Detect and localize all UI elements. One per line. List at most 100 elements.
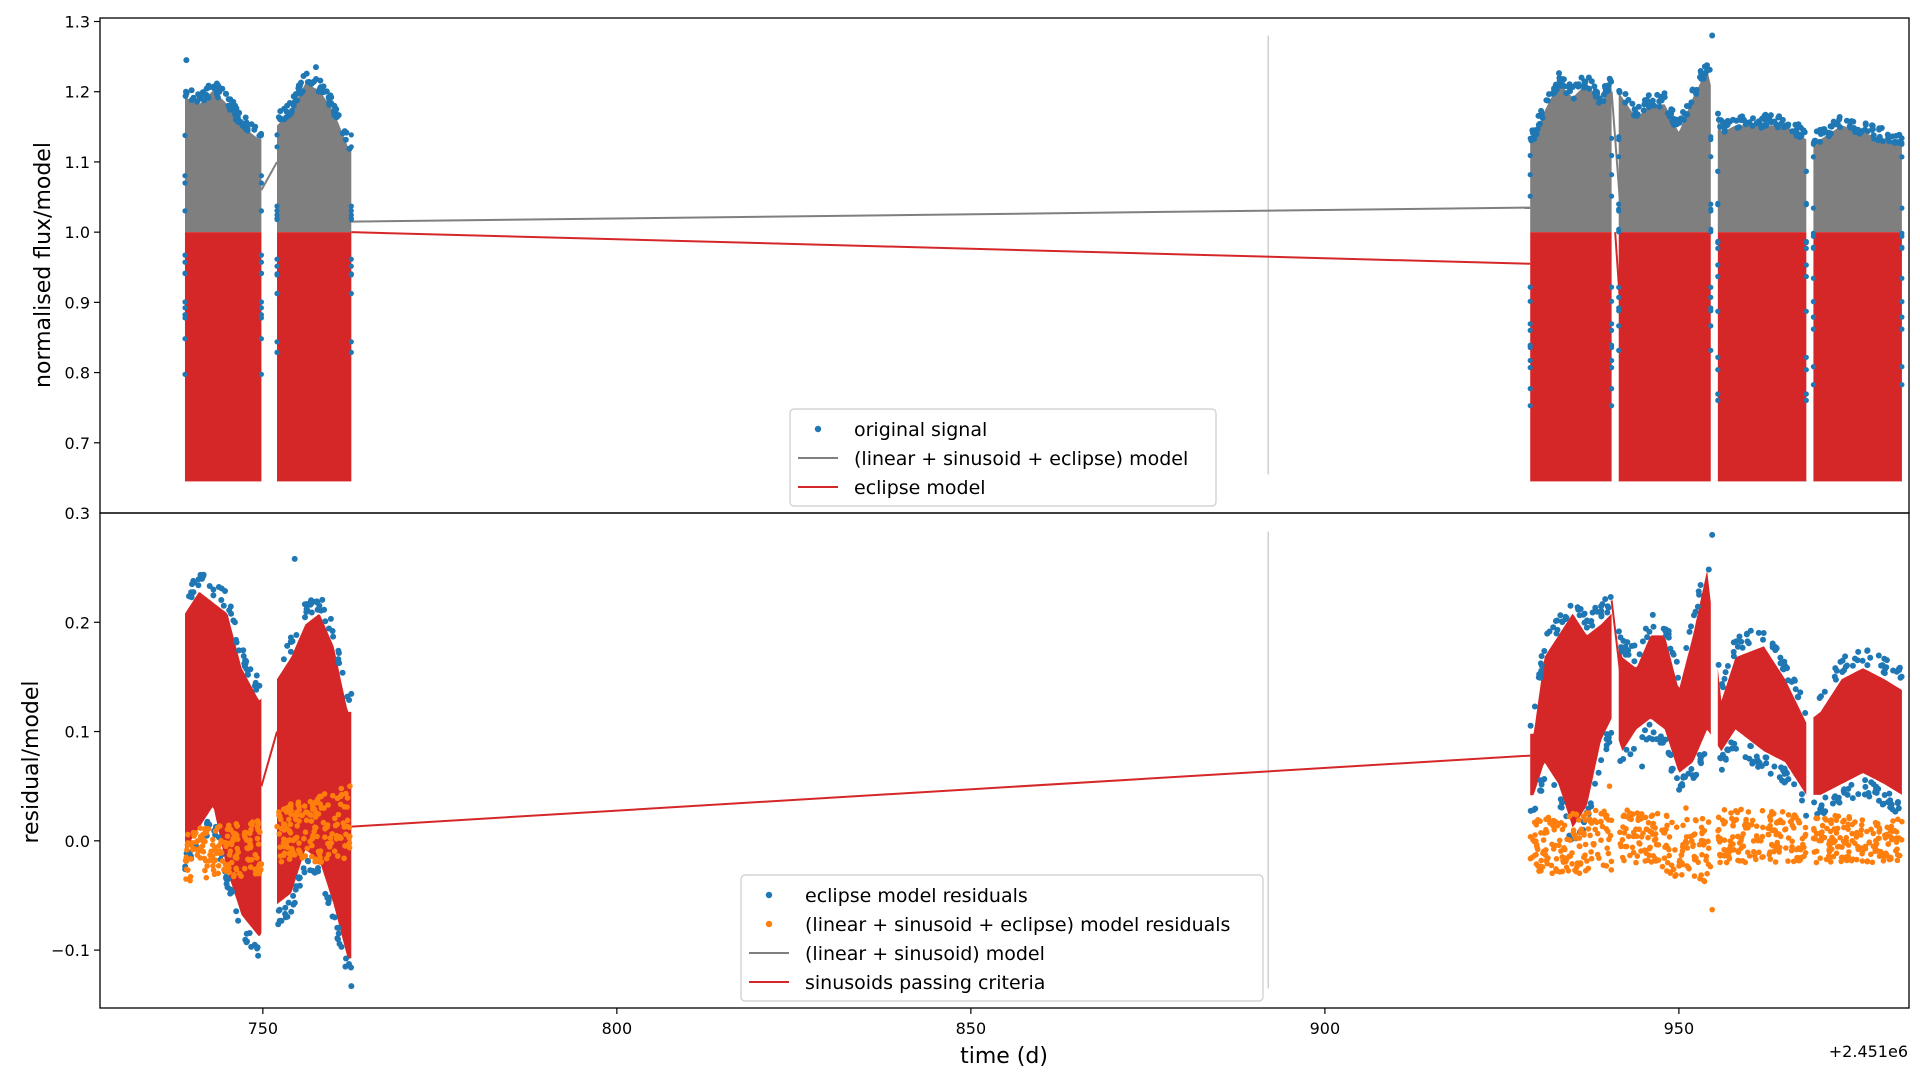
top-signal-point <box>1600 98 1607 105</box>
top-signal-point <box>1871 135 1878 142</box>
bottom-residual-point <box>1760 636 1766 643</box>
top-legend-label: eclipse model <box>854 477 986 499</box>
bottom-orange-point <box>1664 859 1671 866</box>
bottom-residual-point <box>1777 660 1784 667</box>
bottom-residual-point <box>1603 731 1610 738</box>
bottom-orange-point <box>301 835 307 842</box>
bottom-orange-point <box>1596 855 1602 861</box>
bottom-orange-point <box>314 857 321 864</box>
top-signal-point <box>1689 86 1696 93</box>
top-signal-point <box>1715 397 1721 403</box>
bottom-orange-point <box>1729 815 1735 822</box>
bottom-orange-point <box>1619 854 1626 861</box>
bottom-legend-label: (linear + sinusoid + eclipse) model resi… <box>805 914 1230 936</box>
bottom-orange-point <box>1866 839 1873 845</box>
bottom-orange-point <box>1735 849 1742 855</box>
bottom-orange-point <box>1527 834 1534 840</box>
top-signal-point <box>1708 294 1714 300</box>
top-signal-point <box>242 114 249 121</box>
top-signal-point <box>1661 90 1668 97</box>
top-signal-point <box>1708 201 1714 207</box>
top-signal-point <box>258 305 264 311</box>
bottom-orange-point <box>1849 830 1855 837</box>
bottom-orange-point <box>276 831 283 837</box>
bottom-orange-point <box>1608 817 1615 824</box>
top-signal-point <box>274 290 280 297</box>
bottom-full-model-residual-points <box>182 783 1905 913</box>
bottom-residual-point <box>293 632 300 638</box>
bottom-orange-point <box>1852 819 1858 825</box>
bottom-orange-point <box>1775 831 1782 837</box>
bottom-residual-point <box>1882 665 1889 672</box>
top-signal-point <box>334 113 341 120</box>
bottom-orange-point <box>1882 835 1889 841</box>
bottom-residual-point <box>1799 797 1805 804</box>
bottom-orange-point <box>1549 841 1555 848</box>
top-signal-point <box>182 173 188 179</box>
bottom-residual-point <box>1604 609 1611 616</box>
bottom-orange-point <box>332 822 339 829</box>
top-plot-area <box>182 32 1905 482</box>
bottom-sinusoid-band-0 <box>185 592 262 936</box>
bottom-orange-point <box>1679 872 1685 878</box>
top-signal-point <box>1586 85 1593 92</box>
bottom-sinusoid-band-2 <box>1530 613 1612 828</box>
bottom-residual-point <box>1709 531 1716 538</box>
top-signal-point <box>1616 284 1622 290</box>
bottom-residual-point <box>1849 662 1856 669</box>
top-signal-point <box>328 94 335 101</box>
bottom-orange-point <box>1587 832 1593 839</box>
bottom-residual-point <box>288 908 295 915</box>
top-signal-point <box>274 212 280 218</box>
bottom-residual-point <box>206 583 213 589</box>
bottom-residual-point <box>287 648 294 655</box>
top-signal-point <box>1869 122 1875 129</box>
top-signal-point <box>1609 327 1615 333</box>
bottom-orange-point <box>1608 858 1615 865</box>
top-signal-point <box>1715 273 1721 280</box>
bottom-x-axis: 750 800 850 900 950 <box>248 1008 1695 1038</box>
bottom-orange-point <box>1672 847 1678 853</box>
top-panel: 0.7 0.8 0.9 1.0 1.1 1.2 1.3 0.3 normalised flux… <box>31 13 1910 523</box>
bottom-orange-point <box>341 804 348 810</box>
top-signal-point <box>182 336 188 342</box>
top-signal-point <box>1715 116 1722 123</box>
bottom-residual-point <box>1615 628 1622 635</box>
top-signal-point <box>1698 69 1705 76</box>
top-signal-point <box>348 256 354 262</box>
bottom-orange-point <box>1630 829 1637 836</box>
bottom-orange-point <box>1826 847 1832 853</box>
bottom-orange-point <box>1648 829 1655 835</box>
bottom-residual-point <box>1898 673 1905 680</box>
bottom-orange-point <box>1566 853 1572 860</box>
top-signal-point <box>1810 314 1816 320</box>
top-signal-point <box>333 106 340 113</box>
bottom-orange-point <box>1893 829 1900 835</box>
bottom-orange-point <box>1883 850 1889 856</box>
top-signal-point <box>1708 308 1714 314</box>
bottom-orange-point <box>1811 825 1817 832</box>
top-signal-point <box>1591 83 1598 90</box>
bottom-residual-point <box>1630 745 1637 752</box>
bottom-orange-point <box>1799 835 1806 842</box>
bottom-orange-point <box>1845 821 1851 828</box>
bottom-orange-point <box>1890 818 1896 824</box>
bottom-residual-point <box>1798 791 1805 798</box>
bottom-orange-point <box>1588 855 1595 862</box>
top-signal-point <box>1810 382 1816 388</box>
bottom-orange-point <box>277 844 283 850</box>
top-signal-point <box>258 180 264 186</box>
bottom-residual-point <box>1546 628 1553 635</box>
bottom-orange-point <box>1895 816 1901 823</box>
bottom-orange-point <box>210 863 216 869</box>
bottom-residual-point <box>1739 644 1746 651</box>
bottom-orange-point <box>1859 817 1866 823</box>
bottom-orange-point <box>1864 828 1870 835</box>
bottom-orange-point <box>1738 837 1744 844</box>
bottom-orange-point <box>1721 846 1727 853</box>
bottom-orange-point <box>1698 824 1705 831</box>
bottom-residual-point <box>335 647 342 654</box>
bottom-orange-point <box>332 815 338 822</box>
top-signal-point <box>1609 365 1615 371</box>
x-tick-label: 950 <box>1664 1019 1695 1038</box>
